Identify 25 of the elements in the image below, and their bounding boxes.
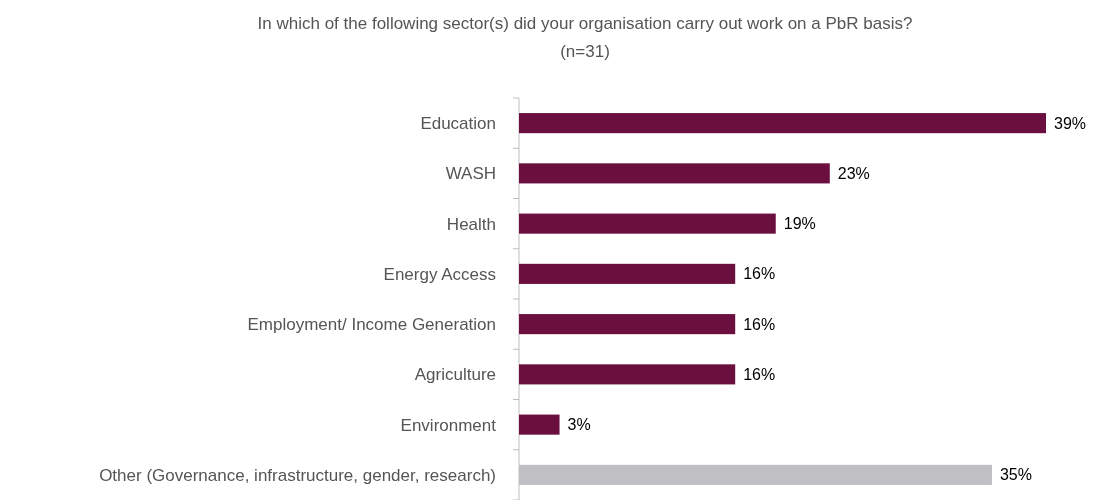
data-label: 39% [1054,114,1087,132]
y-tick-label: Health [446,214,496,234]
data-label: 35% [999,466,1032,484]
data-label: 16% [743,265,776,283]
y-tick-label: WASH [445,164,496,184]
bar [519,314,736,335]
bar [519,213,776,234]
chart-title: In which of the following sector(s) did your organisation carry out work on a PbR basis? [257,14,913,33]
y-tick-label: Education [420,114,496,134]
y-tick-label: Energy Access [383,264,496,284]
y-tick-label: Employment/ Income Generation [247,315,496,335]
data-label: 16% [743,365,776,383]
data-label: 19% [783,215,816,233]
bar [519,414,560,435]
data-label: 23% [837,164,870,182]
data-label: 16% [743,315,776,333]
bar [519,113,1046,134]
y-tick-label: Agriculture [414,365,496,385]
y-tick-label: Other (Governance, infrastructure, gender, research) [99,465,496,485]
chart-subtitle: (n=31) [560,42,610,61]
bar [519,364,736,385]
bar [519,163,830,184]
y-tick-label: Environment [400,415,497,435]
bar [519,263,736,284]
data-label: 3% [567,416,591,434]
